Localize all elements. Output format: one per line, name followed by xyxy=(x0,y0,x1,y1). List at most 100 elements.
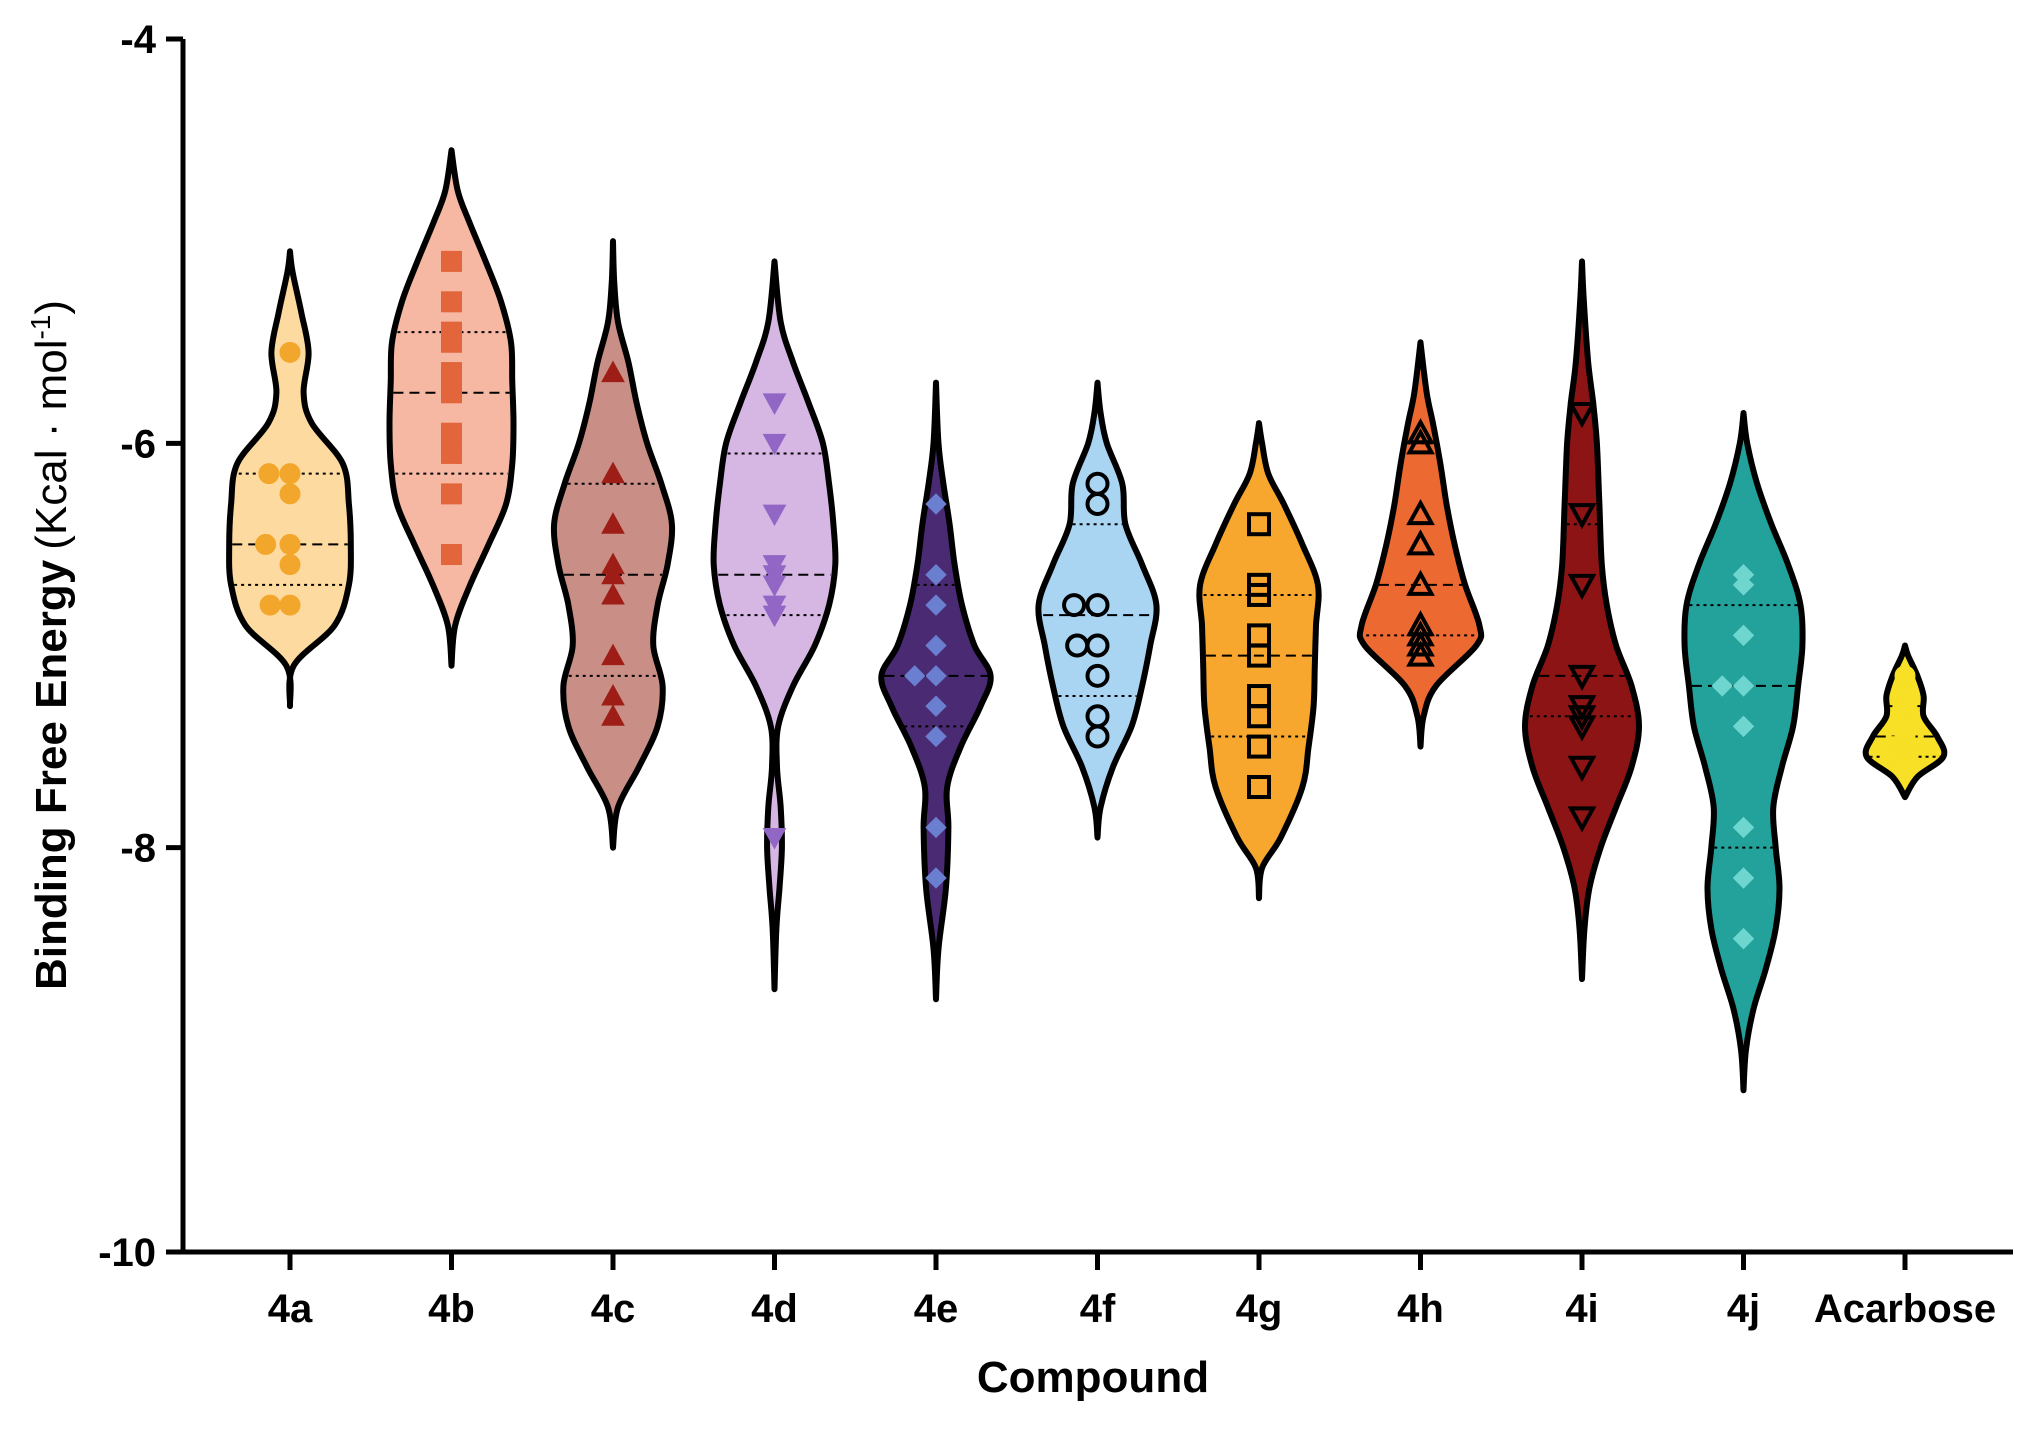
data-point xyxy=(258,463,280,485)
y-tick-label: -8 xyxy=(120,827,156,871)
data-point xyxy=(1567,806,1597,833)
data-point xyxy=(1247,775,1271,800)
x-tick-label: 4h xyxy=(1397,1287,1444,1331)
violin-body xyxy=(550,238,676,851)
data-point xyxy=(925,725,947,748)
data-point xyxy=(441,382,462,404)
violin-4g xyxy=(1196,420,1322,902)
data-point xyxy=(925,665,947,687)
data-point xyxy=(1085,491,1110,516)
data-point xyxy=(601,512,625,534)
violin-body xyxy=(386,147,517,669)
violin-4c xyxy=(550,238,676,851)
data-point xyxy=(762,575,787,597)
data-point xyxy=(925,564,947,586)
data-point xyxy=(601,704,625,726)
data-point xyxy=(279,483,301,505)
data-point xyxy=(1732,624,1755,647)
data-point xyxy=(1567,715,1597,742)
data-point xyxy=(1062,593,1087,618)
data-point xyxy=(1732,574,1755,596)
data-point xyxy=(1247,643,1271,668)
x-tick-label: 4i xyxy=(1565,1287,1598,1331)
violin-body xyxy=(878,379,994,1003)
y-axis-title-main: Binding Free Energy xyxy=(27,559,76,990)
data-point xyxy=(279,341,301,363)
data-point xyxy=(1406,418,1435,445)
data-point xyxy=(1567,664,1597,691)
x-ticks-group: 4a 4b 4c 4d 4e 4f 4g 4h 4i 4j Acarbose xyxy=(268,1252,1996,1331)
data-point xyxy=(1247,734,1271,759)
data-point xyxy=(925,816,947,839)
data-point xyxy=(279,554,301,576)
data-point xyxy=(1894,756,1916,778)
data-point xyxy=(1894,695,1916,717)
violin-4j xyxy=(1681,410,1806,1094)
data-point xyxy=(441,483,462,505)
data-point xyxy=(925,695,947,717)
x-tick-label: 4f xyxy=(1080,1287,1116,1331)
data-point xyxy=(1732,675,1755,697)
data-point xyxy=(1567,503,1597,530)
data-point xyxy=(1732,816,1755,839)
data-point xyxy=(762,828,787,850)
x-tick-label: 4j xyxy=(1727,1287,1760,1331)
y-tick-label: -4 xyxy=(120,18,156,62)
violin-4a xyxy=(226,248,354,710)
data-point xyxy=(441,291,462,313)
data-point xyxy=(1567,755,1597,782)
x-tick-label: Acarbose xyxy=(1814,1287,1996,1331)
data-point xyxy=(279,594,301,616)
data-point xyxy=(1247,582,1271,607)
data-point xyxy=(1406,428,1435,455)
data-point xyxy=(925,634,947,657)
data-point xyxy=(1732,927,1755,950)
data-point xyxy=(279,463,301,485)
x-tick-label: 4c xyxy=(591,1287,636,1331)
data-point xyxy=(1567,573,1597,601)
data-point xyxy=(762,433,787,456)
data-point xyxy=(259,594,281,616)
data-point xyxy=(1247,704,1271,729)
violin-body xyxy=(1522,258,1642,983)
data-point xyxy=(925,594,947,616)
data-point xyxy=(1085,593,1110,618)
x-tick-label: 4g xyxy=(1236,1287,1283,1331)
y-tick-label: -6 xyxy=(120,422,156,466)
violin-4b xyxy=(386,147,517,669)
data-point xyxy=(1065,633,1090,658)
y-axis-title-unit-close: ) xyxy=(27,300,76,315)
x-tick-label: 4e xyxy=(914,1287,959,1331)
data-point xyxy=(601,582,625,605)
violin-4f xyxy=(1035,379,1160,841)
data-point xyxy=(1406,630,1435,657)
data-point xyxy=(1732,715,1755,738)
data-point xyxy=(601,461,625,484)
x-tick-label: 4d xyxy=(751,1287,798,1331)
violin-body xyxy=(1035,379,1160,841)
data-point xyxy=(279,533,301,555)
violin-4e xyxy=(878,379,994,1003)
y-axis-title-unit: (Kcal · mol xyxy=(27,340,76,550)
violin-4d xyxy=(710,258,839,993)
violin-acarbose xyxy=(1862,642,1948,801)
data-point xyxy=(1567,402,1597,429)
data-point xyxy=(441,250,462,272)
data-point xyxy=(762,504,787,527)
data-point xyxy=(1406,498,1435,526)
data-point xyxy=(1406,640,1435,667)
data-point xyxy=(601,360,625,383)
data-point xyxy=(904,665,926,687)
violin-4i xyxy=(1522,258,1642,983)
data-point xyxy=(762,605,787,628)
violin-4h xyxy=(1356,339,1485,750)
data-point xyxy=(1085,724,1110,749)
x-axis-title: Compound xyxy=(977,1353,1209,1402)
data-point xyxy=(1711,675,1733,697)
violin-body xyxy=(1356,339,1485,750)
y-axis-title-unit-sup: -1 xyxy=(25,315,56,340)
violin-body xyxy=(1681,410,1806,1094)
data-point xyxy=(255,533,277,555)
x-tick-label: 4b xyxy=(428,1287,475,1331)
